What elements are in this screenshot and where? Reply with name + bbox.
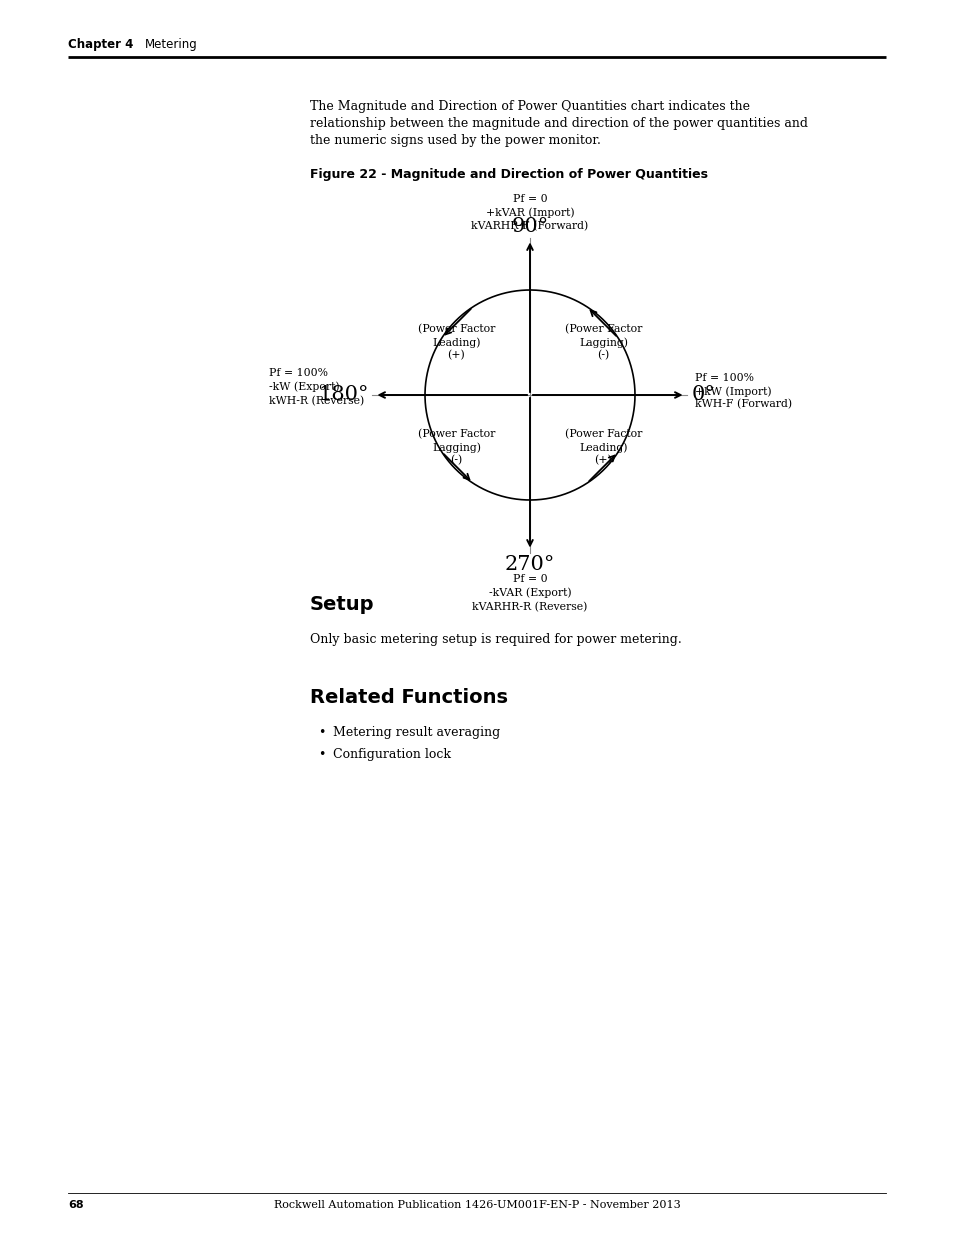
Text: Pf = 0
+kVAR (Import)
kVARHR-F (Forward): Pf = 0 +kVAR (Import) kVARHR-F (Forward) [471, 194, 588, 231]
Text: kWH-F (Forward): kWH-F (Forward) [695, 399, 792, 409]
Text: the numeric signs used by the power monitor.: the numeric signs used by the power moni… [310, 135, 600, 147]
Text: Metering: Metering [145, 38, 197, 51]
Text: +kW (Import): +kW (Import) [695, 387, 771, 396]
Text: (Power Factor
Leading)
(+): (Power Factor Leading) (+) [417, 325, 495, 361]
Text: Setup: Setup [310, 595, 375, 614]
Text: Pf = 100%
-kW (Export)
kWH-R (Reverse): Pf = 100% -kW (Export) kWH-R (Reverse) [269, 368, 364, 406]
Text: 270°: 270° [504, 555, 555, 573]
Text: Configuration lock: Configuration lock [333, 748, 451, 761]
Text: Pf = 100%: Pf = 100% [695, 373, 754, 383]
Text: The Magnitude and Direction of Power Quantities chart indicates the: The Magnitude and Direction of Power Qua… [310, 100, 749, 112]
Text: 180°: 180° [317, 385, 368, 405]
Text: relationship between the magnitude and direction of the power quantities and: relationship between the magnitude and d… [310, 117, 807, 130]
Text: (Power Factor
Lagging)
(-): (Power Factor Lagging) (-) [417, 430, 495, 466]
Text: •: • [317, 748, 325, 761]
Text: Pf = 0
-kVAR (Export)
kVARHR-R (Reverse): Pf = 0 -kVAR (Export) kVARHR-R (Reverse) [472, 574, 587, 613]
Text: Rockwell Automation Publication 1426-UM001F-EN-P - November 2013: Rockwell Automation Publication 1426-UM0… [274, 1200, 679, 1210]
Text: 90°: 90° [511, 216, 548, 236]
Text: 68: 68 [68, 1200, 84, 1210]
Text: Metering result averaging: Metering result averaging [333, 726, 499, 739]
Text: (Power Factor
Leading)
(+): (Power Factor Leading) (+) [564, 430, 641, 466]
Text: •: • [317, 726, 325, 739]
Text: Related Functions: Related Functions [310, 688, 507, 706]
Text: Figure 22 - Magnitude and Direction of Power Quantities: Figure 22 - Magnitude and Direction of P… [310, 168, 707, 182]
Text: Chapter 4: Chapter 4 [68, 38, 133, 51]
Text: 0°: 0° [691, 385, 715, 405]
Text: Only basic metering setup is required for power metering.: Only basic metering setup is required fo… [310, 634, 681, 646]
Text: (Power Factor
Lagging)
(-): (Power Factor Lagging) (-) [564, 325, 641, 361]
